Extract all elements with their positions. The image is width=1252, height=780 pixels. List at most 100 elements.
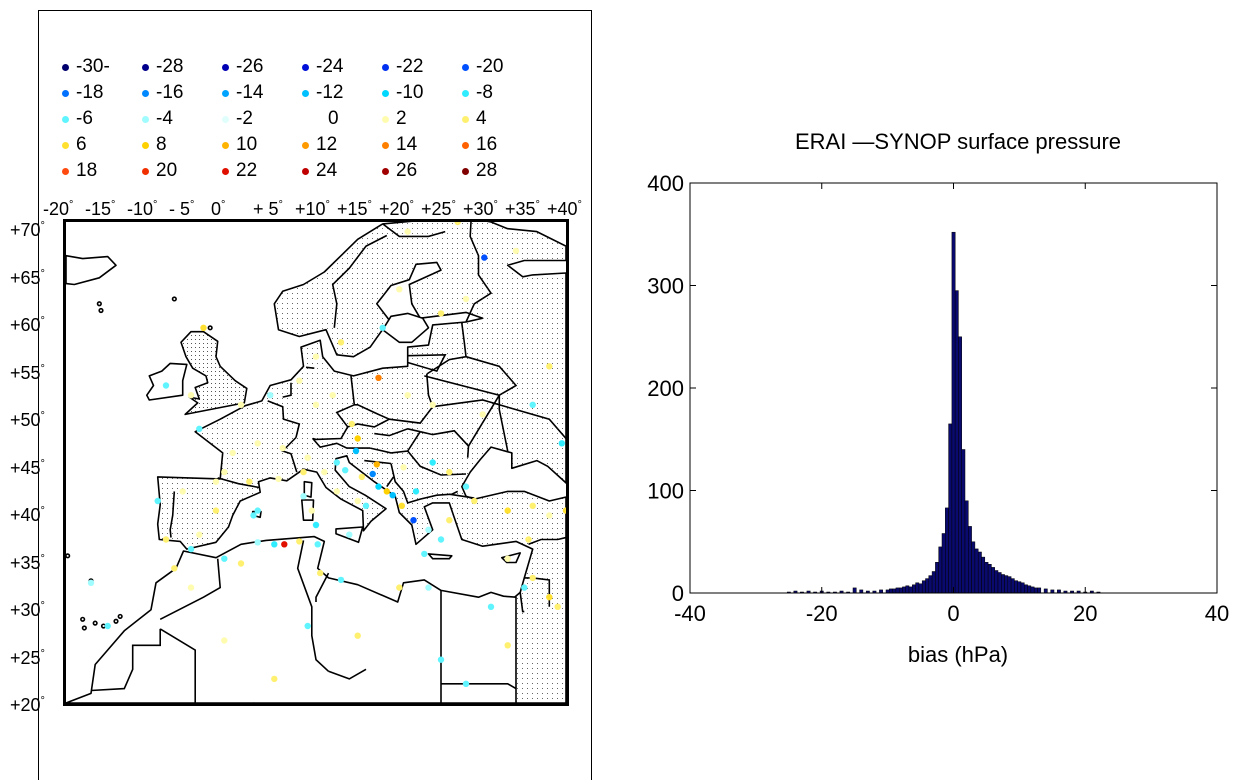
station-marker: [342, 467, 349, 474]
longitude-tick-label: +15°: [337, 199, 372, 219]
station-marker: [254, 507, 261, 514]
legend-swatch: [62, 64, 69, 71]
y-tick-label: 400: [647, 171, 684, 196]
station-marker: [504, 555, 511, 562]
histogram-bar: [1010, 578, 1015, 594]
small-island: [81, 625, 87, 631]
station-marker: [389, 492, 396, 499]
longitude-tick-label: 0°: [211, 199, 226, 219]
station-marker: [529, 401, 536, 408]
station-marker: [212, 478, 220, 485]
legend-label: 28: [476, 160, 498, 181]
latitude-tick-label: +40°: [10, 505, 45, 525]
small-island: [207, 325, 213, 331]
station-marker: [308, 507, 315, 514]
country-border: [159, 558, 222, 621]
station-marker: [425, 584, 432, 591]
legend-swatch: [462, 64, 469, 71]
legend-swatch: [462, 168, 469, 175]
legend-swatch: [222, 142, 229, 149]
legend-label: -14: [236, 82, 264, 103]
station-marker: [281, 541, 288, 548]
station-marker: [562, 507, 566, 514]
legend-label: -26: [236, 56, 264, 77]
station-marker: [437, 536, 445, 543]
legend-label: -28: [156, 56, 184, 77]
country-border: [386, 476, 395, 488]
x-tick-label: 20: [1073, 601, 1097, 626]
x-tick-label: 40: [1205, 601, 1229, 626]
longitude-tick-label: +10°: [295, 199, 330, 219]
histogram-bar: [852, 587, 857, 594]
legend-swatch: [302, 142, 309, 149]
histogram-bar: [987, 564, 992, 594]
station-marker: [246, 478, 253, 485]
legend-label: 4: [476, 108, 487, 129]
legend-label: -18: [76, 82, 104, 103]
legend-swatch: [62, 142, 69, 149]
station-marker: [398, 502, 405, 509]
station-marker: [267, 392, 274, 399]
histogram-bar: [889, 588, 893, 594]
legend-label: 2: [396, 108, 407, 129]
station-marker: [546, 363, 553, 370]
y-tick-label: 300: [647, 274, 684, 299]
histogram-bar: [968, 526, 972, 594]
station-marker: [296, 538, 303, 545]
map-panel: [38, 10, 592, 780]
station-marker: [333, 488, 340, 495]
histogram-bar: [997, 572, 1002, 594]
country-border: [159, 628, 196, 703]
station-marker: [512, 247, 520, 255]
station-marker: [200, 324, 207, 331]
latitude-tick-label: +65°: [10, 267, 45, 288]
station-marker: [321, 468, 328, 476]
station-marker: [479, 411, 486, 418]
histogram-bar: [1001, 574, 1005, 594]
legend-swatch: [302, 90, 309, 97]
station-marker: [104, 622, 111, 630]
legend-label: -8: [476, 82, 493, 103]
legend-swatch: [142, 168, 149, 175]
latitude-tick-label: +35°: [10, 552, 45, 573]
legend-swatch: [302, 168, 309, 175]
x-axis-label: bias (hPa): [908, 642, 1008, 667]
country-border: [370, 431, 421, 454]
station-marker: [487, 603, 495, 610]
small-island: [117, 613, 123, 620]
histogram-bar: [931, 571, 936, 594]
histogram-bar: [964, 500, 969, 594]
legend-label: 18: [76, 160, 98, 181]
legend-label: -20: [476, 56, 504, 77]
histogram-bar: [925, 578, 930, 594]
station-marker: [412, 488, 420, 495]
latitude-tick-label: +70°: [10, 220, 45, 240]
legend-swatch: [462, 116, 469, 123]
station-marker: [354, 497, 361, 505]
country-border: [420, 429, 470, 458]
legend-label: -12: [316, 82, 344, 103]
small-island: [66, 553, 71, 559]
station-marker: [348, 420, 355, 428]
legend-label: -2: [236, 108, 253, 129]
country-border: [519, 592, 525, 613]
histogram-bar: [1033, 587, 1038, 594]
station-marker: [383, 488, 390, 495]
y-tick-label: 100: [647, 479, 684, 504]
legend-label: -10: [396, 82, 424, 103]
station-marker: [196, 531, 203, 538]
histogram-bar: [902, 586, 906, 594]
station-marker: [296, 377, 303, 384]
country-border: [449, 493, 475, 499]
station-marker: [404, 228, 411, 235]
station-marker: [529, 502, 536, 509]
station-marker: [329, 392, 336, 399]
histogram-bar: [915, 582, 920, 594]
latitude-tick-label: +50°: [10, 410, 45, 430]
longitude-tick-label: -15°: [85, 199, 116, 219]
longitude-tick-label: +35°: [505, 199, 540, 219]
legend-label: -6: [76, 108, 93, 129]
longitude-tick-label: +20°: [379, 199, 414, 219]
country-border: [407, 353, 447, 373]
